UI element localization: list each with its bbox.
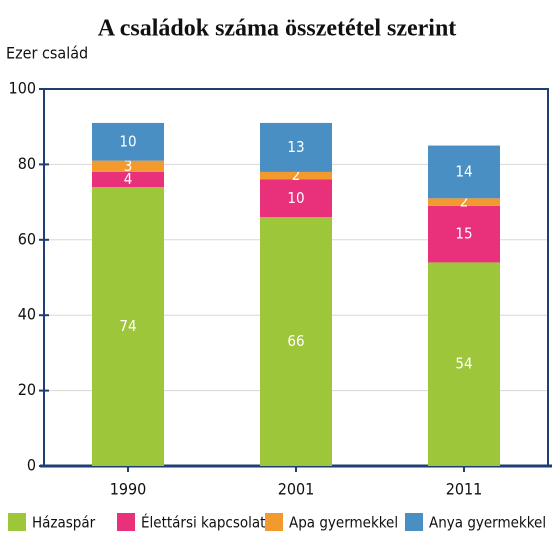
legend-swatch	[265, 513, 283, 531]
legend-label: Házaspár	[32, 514, 96, 532]
bar-segment	[428, 145, 500, 199]
y-tick-label: 0	[27, 456, 36, 475]
legend-swatch	[8, 513, 26, 531]
data-label: 10	[287, 189, 304, 207]
data-label: 74	[119, 317, 136, 335]
bar-segment	[92, 122, 164, 161]
bar-segment	[260, 179, 332, 218]
bar-segment	[92, 171, 164, 188]
data-label: 10	[119, 132, 136, 150]
y-tick-label: 20	[18, 380, 36, 399]
y-tick-label: 60	[18, 229, 36, 248]
data-label: 54	[455, 355, 472, 373]
bar-segment	[92, 160, 164, 172]
legend-swatch	[405, 513, 423, 531]
legend-label: Élettársi kapcsolat	[141, 513, 265, 532]
bar-segment	[260, 217, 332, 466]
data-label: 3	[124, 157, 133, 175]
bar-segment	[428, 198, 500, 206]
y-axis-label: Ezer család	[6, 44, 88, 63]
bar-segment	[260, 122, 332, 172]
y-tick-label: 100	[9, 79, 36, 98]
data-label: 13	[287, 138, 304, 156]
bar-segment	[260, 171, 332, 180]
data-label: 4	[124, 170, 133, 188]
data-label: 15	[455, 225, 472, 243]
data-label: 66	[287, 332, 304, 350]
bar-segment	[428, 205, 500, 263]
data-label: 2	[292, 166, 301, 184]
bar-segment	[92, 187, 164, 466]
data-label: 2	[460, 193, 469, 211]
legend-label: Anya gyermekkel	[429, 514, 546, 532]
bar-segment	[428, 262, 500, 466]
x-tick-label: 1990	[110, 480, 147, 499]
x-tick-label: 2001	[278, 480, 315, 499]
data-label: 14	[455, 162, 472, 180]
legend-swatch	[117, 513, 135, 531]
legend-label: Apa gyermekkel	[289, 514, 398, 532]
y-tick-label: 80	[18, 154, 36, 173]
x-tick-label: 2011	[446, 480, 483, 499]
y-tick-label: 40	[18, 305, 36, 324]
chart-title: A családok száma összetétel szerint	[98, 16, 457, 42]
